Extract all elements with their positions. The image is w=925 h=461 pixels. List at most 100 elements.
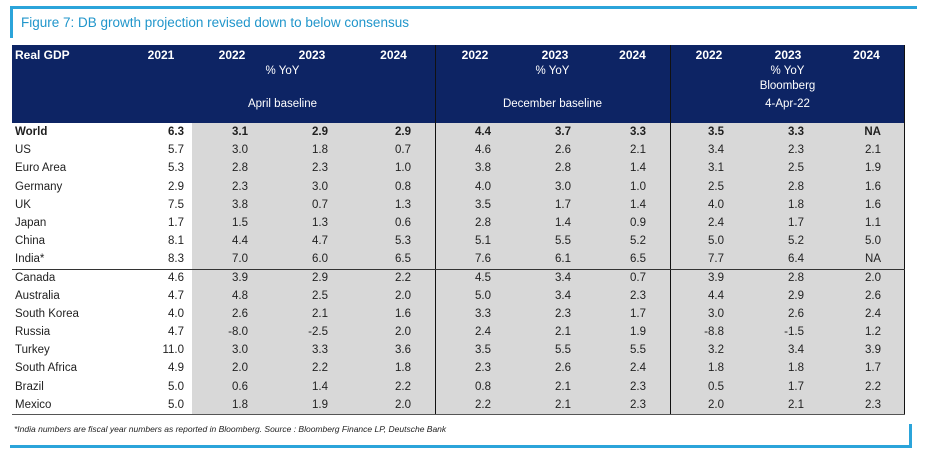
- value-cell: -2.5: [272, 323, 352, 342]
- value-cell: 2.3: [272, 159, 352, 178]
- table-body: World 6.3 3.1 2.9 2.9 4.4 3.7 3.3 3.5 3.3 NA US 5.7 3…: [12, 123, 905, 414]
- country-cell: Turkey: [15, 344, 50, 357]
- table-right-edge-line: [903, 45, 905, 415]
- value-cell: 1.1: [828, 213, 905, 233]
- value-cell: 2.2: [272, 359, 352, 378]
- value-cell: 4.0: [168, 307, 184, 320]
- value-cell: 1.4: [595, 159, 670, 178]
- value-cell: 2.8: [515, 159, 595, 178]
- year-header-april-2024: 2024: [380, 48, 407, 62]
- value-cell: 2.6: [748, 304, 828, 324]
- value-cell: 0.6: [352, 213, 435, 233]
- group-divider-line-1: [434, 45, 436, 415]
- baseline-label-december: December baseline: [502, 98, 603, 110]
- country-cell: China: [15, 235, 46, 248]
- value-cell: 2.1: [595, 141, 670, 160]
- value-cell: 4.0: [435, 177, 515, 196]
- value-cell: 4.8: [192, 286, 272, 305]
- value-cell: 2.9: [748, 286, 828, 305]
- value-cell: 2.3: [748, 141, 828, 160]
- value-cell: 2.0: [352, 323, 435, 342]
- value-cell: 4.7: [168, 326, 184, 339]
- value-cell: 2.2: [435, 395, 515, 414]
- country-cell: World: [15, 126, 48, 138]
- value-cell: 2.5: [670, 177, 748, 196]
- value-cell: 7.5: [168, 198, 184, 211]
- value-cell: 2.8: [748, 177, 828, 196]
- value-cell: 1.0: [352, 159, 435, 178]
- value-cell: 1.7: [748, 377, 828, 396]
- figure-frame-top-line: [10, 6, 917, 9]
- value-cell: -8.8: [670, 323, 748, 342]
- value-cell: 5.3: [168, 162, 184, 175]
- year-header-bb-2022: 2022: [695, 48, 723, 62]
- value-cell: 1.8: [352, 359, 435, 378]
- value-cell: 4.6: [435, 141, 515, 160]
- value-cell: 2.9: [272, 123, 352, 142]
- value-cell: 2.1: [272, 304, 352, 324]
- country-cell: Germany: [15, 180, 63, 193]
- value-cell: 2.1: [828, 141, 905, 160]
- value-cell: 3.5: [435, 341, 515, 360]
- value-cell: 6.4: [748, 250, 828, 269]
- value-cell: 1.8: [670, 359, 748, 378]
- value-cell: 1.7: [168, 216, 184, 229]
- value-cell: 4.0: [670, 195, 748, 214]
- value-cell: 2.9: [168, 180, 184, 193]
- value-cell: 3.0: [670, 304, 748, 324]
- value-cell: 2.0: [352, 395, 435, 414]
- value-cell: 0.8: [352, 177, 435, 196]
- year-header-bb-2024: 2024: [853, 48, 880, 62]
- year-header-2021: 2021: [147, 48, 175, 62]
- value-cell: 1.4: [595, 195, 670, 214]
- value-cell: 1.3: [272, 213, 352, 233]
- value-cell: 1.9: [595, 323, 670, 342]
- value-cell: 2.3: [595, 377, 670, 396]
- corner-label: Real GDP: [15, 48, 70, 62]
- country-cell: India*: [15, 253, 45, 266]
- value-cell: 2.0: [192, 359, 272, 378]
- figure-title: Figure 7: DB growth projection revised d…: [21, 15, 409, 30]
- year-header-dec-2022: 2022: [461, 48, 489, 62]
- value-cell: 2.1: [515, 323, 595, 342]
- country-cell: Australia: [15, 289, 60, 302]
- value-cell: 4.7: [272, 232, 352, 251]
- country-cell: US: [15, 144, 31, 157]
- country-cell: Mexico: [15, 398, 52, 411]
- value-cell: 1.8: [272, 141, 352, 160]
- value-cell: 3.8: [192, 195, 272, 214]
- value-cell: 1.0: [595, 177, 670, 196]
- value-cell: 4.6: [168, 271, 184, 284]
- value-cell: 8.3: [168, 253, 184, 266]
- value-cell: 0.7: [352, 141, 435, 160]
- value-cell: 2.9: [352, 123, 435, 142]
- value-cell: 3.4: [515, 286, 595, 305]
- value-cell: 7.7: [670, 250, 748, 269]
- value-cell: 6.1: [515, 250, 595, 269]
- value-cell: 1.6: [352, 304, 435, 324]
- source-label-bloomberg: Bloomberg: [759, 80, 816, 92]
- value-cell: 2.9: [272, 268, 352, 287]
- value-cell: 3.1: [670, 159, 748, 178]
- value-cell: 4.4: [435, 123, 515, 142]
- value-cell: 2.3: [595, 286, 670, 305]
- year-header-bb-2023: 2023: [774, 48, 802, 62]
- value-cell: 2.3: [595, 395, 670, 414]
- value-cell: 1.8: [748, 359, 828, 378]
- value-cell: -1.5: [748, 323, 828, 342]
- value-cell: NA: [828, 123, 905, 142]
- figure-title-accent-bar: [10, 6, 13, 38]
- group-divider-line-2: [669, 45, 671, 415]
- country-cell: Brazil: [15, 380, 44, 393]
- value-cell: 5.2: [748, 232, 828, 251]
- value-cell: 4.7: [168, 289, 184, 302]
- value-cell: 3.9: [828, 341, 905, 360]
- value-cell: 7.6: [435, 250, 515, 269]
- value-cell: 2.8: [748, 268, 828, 287]
- value-cell: 3.3: [435, 304, 515, 324]
- value-cell: 2.2: [828, 377, 905, 396]
- figure-frame-right-corner-bar: [909, 424, 912, 448]
- value-cell: 2.1: [748, 395, 828, 414]
- value-cell: 2.5: [748, 159, 828, 178]
